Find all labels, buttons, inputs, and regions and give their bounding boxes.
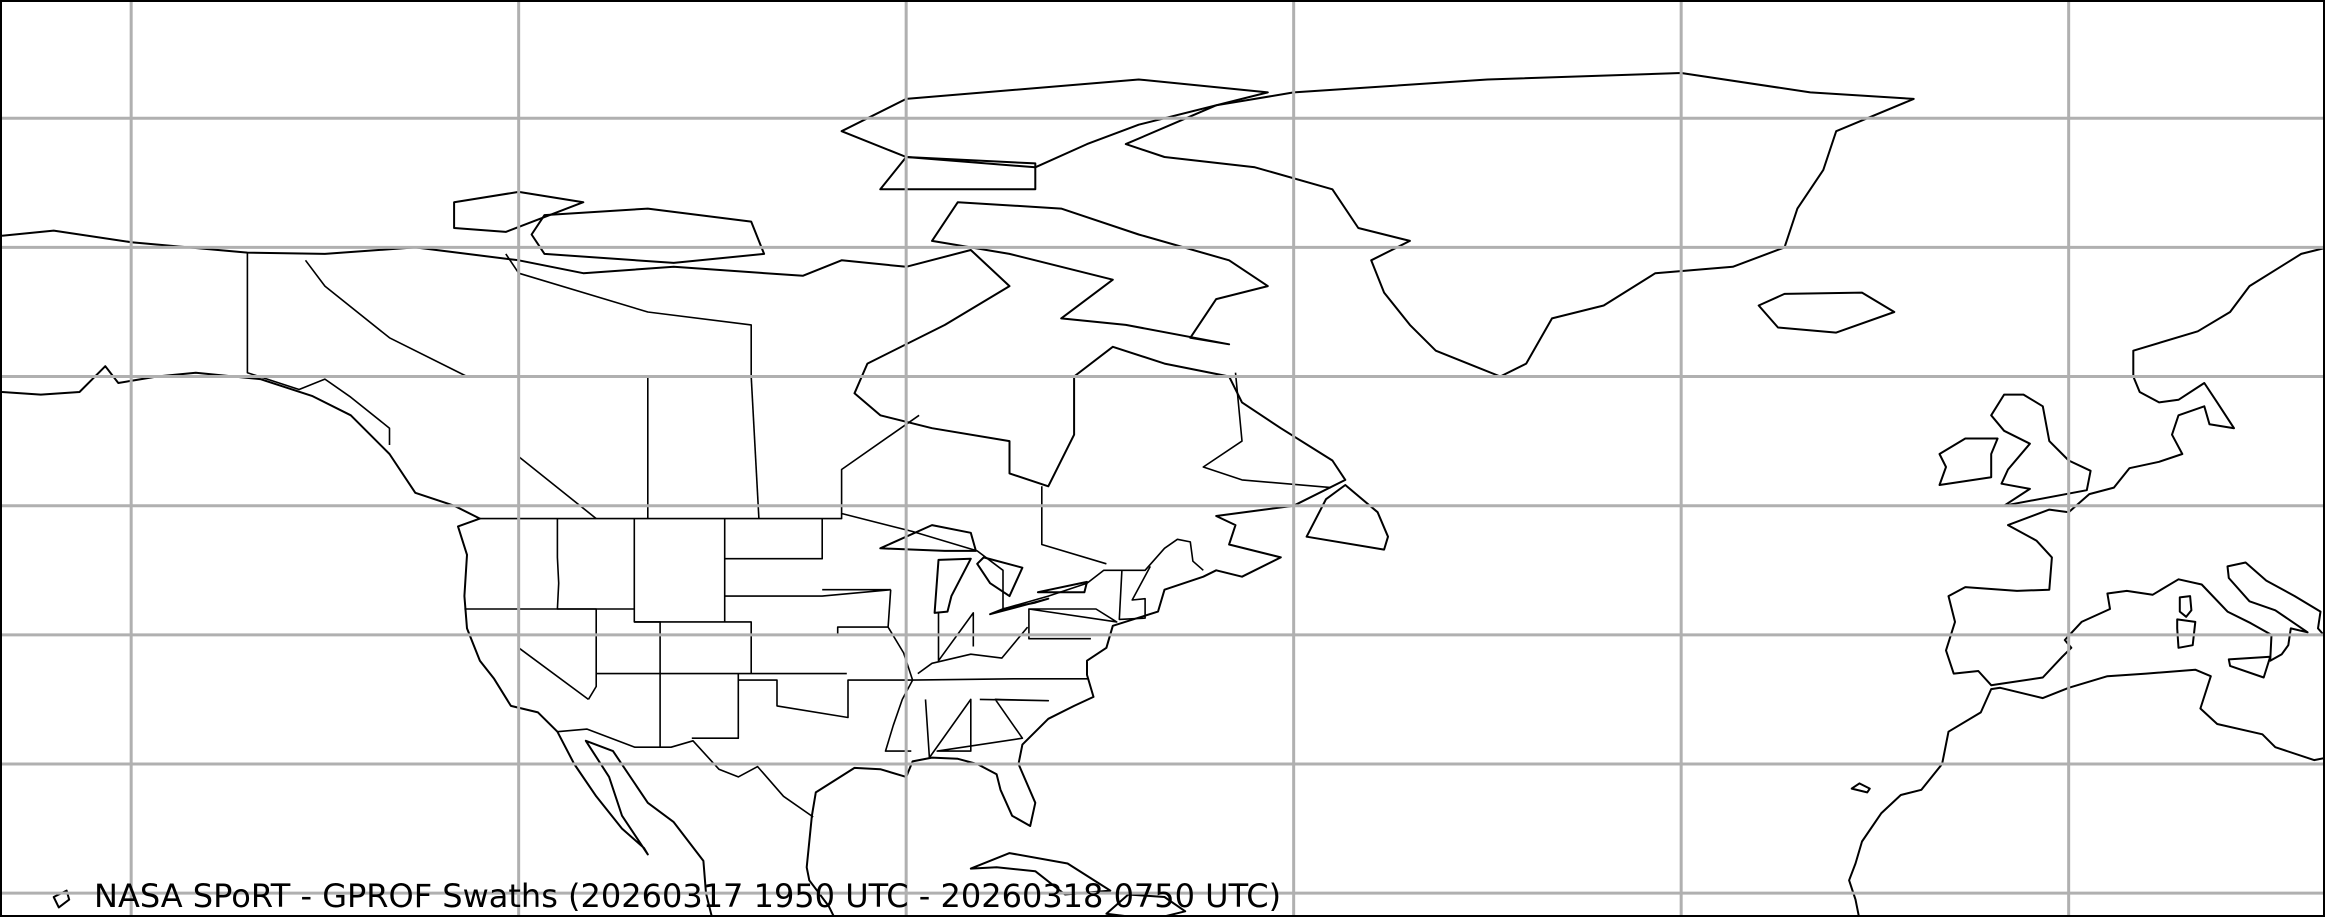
us-state-new-england [1118, 566, 1152, 621]
quebec-labrador-border [1202, 372, 1332, 489]
lake-michigan-shore [933, 557, 972, 614]
banks-island-coastline [453, 190, 585, 233]
north-america-coastline [2, 229, 1347, 915]
us-state-nevada-ca [517, 609, 589, 701]
sicily-coastline [2227, 655, 2272, 679]
us-state-south [924, 698, 1050, 759]
ellesmere-island-coastline [840, 78, 1269, 169]
lake-huron-shore [976, 556, 1024, 598]
sask-manitoba-border [750, 376, 760, 519]
alaska-canada-border [246, 252, 391, 445]
canary-islands-coastline [1850, 782, 1871, 794]
newfoundland-coastline [1305, 484, 1389, 551]
coastlines-layer [2, 72, 2323, 915]
us-state-36-5n [738, 677, 1089, 719]
us-canada-border [479, 512, 1204, 610]
us-state-45n [724, 518, 824, 560]
victoria-island-coastline [530, 207, 766, 264]
devon-island-coastline [879, 156, 1037, 191]
us-state-ohio-river [917, 626, 1029, 675]
africa-coastline [1848, 668, 2323, 915]
us-state-41n [634, 621, 753, 674]
bc-alberta-border [517, 376, 597, 520]
lake-erie-shore [989, 597, 1050, 616]
borders-layer [246, 252, 1332, 818]
manitoba-ontario-border [840, 414, 920, 514]
us-state-43n [724, 588, 891, 597]
map-title: NASA SPoRT - GPROF Swaths (20260317 1950… [94, 877, 1282, 915]
europe-coastline [1945, 247, 2323, 687]
us-state-pa-ny [1028, 608, 1118, 640]
us-state-indiana-illinois [937, 612, 975, 662]
us-state-mississippi-river [884, 589, 914, 752]
nunavut-border [505, 253, 753, 377]
us-mexico-border [557, 728, 814, 818]
us-state-103w [691, 673, 740, 740]
quebec-ontario-border [1041, 486, 1107, 565]
iceland-coastline [1757, 291, 1896, 334]
ireland-coastline [1938, 437, 1999, 486]
baffin-island-coastline [931, 201, 1269, 346]
sardinia-coastline [2176, 618, 2197, 649]
yukon-nwt-border [304, 259, 468, 378]
greenland-coastline [1124, 72, 1915, 378]
lake-superior-shore [879, 524, 977, 552]
great-britain-coastline [1990, 393, 2092, 507]
corsica-coastline [2178, 595, 2193, 618]
us-state-111w [633, 518, 661, 748]
